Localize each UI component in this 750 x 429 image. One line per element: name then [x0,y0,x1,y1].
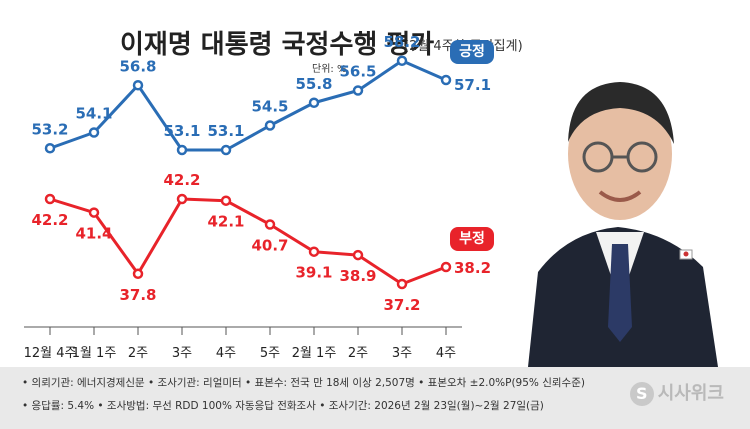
series-line [49,59,447,152]
data-label: 41.4 [75,225,112,243]
series-0: 53.2 54.1 56.8 53.1 53.1 54.5 55.8 56.5 58.2 57.1 [31,33,491,156]
data-point [396,278,408,290]
x-tick-label: 3주 [172,346,192,361]
footer-line-1: • 의뢰기관: 에너지경제신문 • 조사기관: 리얼미터 • 표본수: 전국 만… [22,377,585,389]
series-line [49,197,447,286]
x-tick-label: 5주 [260,346,280,361]
x-tick-label: 2월 1주 [292,346,337,361]
data-label: 53.1 [207,122,244,140]
legend-negative-badge: 부정 [450,227,494,251]
data-label: 42.1 [207,213,244,231]
series-1: 42.2 41.4 37.8 42.2 42.1 40.7 39.1 38.9 37.2 38.2 [31,171,491,314]
publisher-logo: S 시사위크 [629,379,724,406]
data-point [308,246,320,257]
data-label: 37.8 [119,286,156,304]
data-point [440,74,452,86]
chart-title: 이재명 대통령 국정수행 평가 [120,30,435,60]
x-tick-label: 4주 [216,346,236,361]
x-tick-label: 2주 [128,346,148,361]
unit-label: 단위: % [312,64,347,75]
data-label: 40.7 [251,237,288,255]
data-label: 58.2 [383,33,420,51]
data-point [440,261,452,273]
data-label: 55.8 [295,75,332,93]
x-tick-label: 4주 [436,346,456,361]
data-label: 38.9 [339,267,376,285]
data-label: 53.1 [163,122,200,140]
data-point [44,143,56,154]
data-point [352,249,364,261]
data-label: 38.2 [454,259,491,277]
data-point [396,55,408,66]
data-point [132,80,144,91]
x-tick-label: 3주 [392,346,412,361]
data-label: 42.2 [31,211,68,229]
footer: • 의뢰기관: 에너지경제신문 • 조사기관: 리얼미터 • 표본수: 전국 만… [0,367,750,429]
data-point [220,144,232,156]
data-point [176,144,188,156]
data-point [264,120,276,131]
data-label: 57.1 [454,76,491,94]
data-label: 54.5 [251,98,288,116]
president-photo [528,82,718,367]
data-label: 37.2 [383,296,420,314]
data-label: 54.1 [75,105,112,123]
data-point [220,195,232,206]
footer-line-2: • 응답률: 5.4% • 조사방법: 무선 RDD 100% 자동응답 전화조… [22,400,544,412]
data-point [308,97,320,108]
x-tick-label: 12월 4주 [24,346,77,361]
data-label: 42.2 [163,171,200,189]
data-label: 56.8 [119,57,156,75]
series-group: 53.2 54.1 56.8 53.1 53.1 54.5 55.8 56.5 58.2 57.1… [31,33,491,314]
data-point [352,85,364,96]
data-point [176,193,188,205]
x-tick-label: 2주 [348,346,368,361]
data-point [88,127,100,138]
x-tick-label: 1월 1주 [72,346,117,361]
data-point [88,207,100,218]
data-point [44,193,56,205]
legend-positive-badge: 긍정 [450,40,494,64]
logo-text: 시사위크 [657,383,724,404]
data-label: 53.2 [31,120,68,138]
logo-mark-icon: S [629,382,654,406]
data-point [132,268,144,280]
data-label: 39.1 [295,264,332,282]
data-point [264,219,276,230]
data-label: 56.5 [339,63,376,81]
